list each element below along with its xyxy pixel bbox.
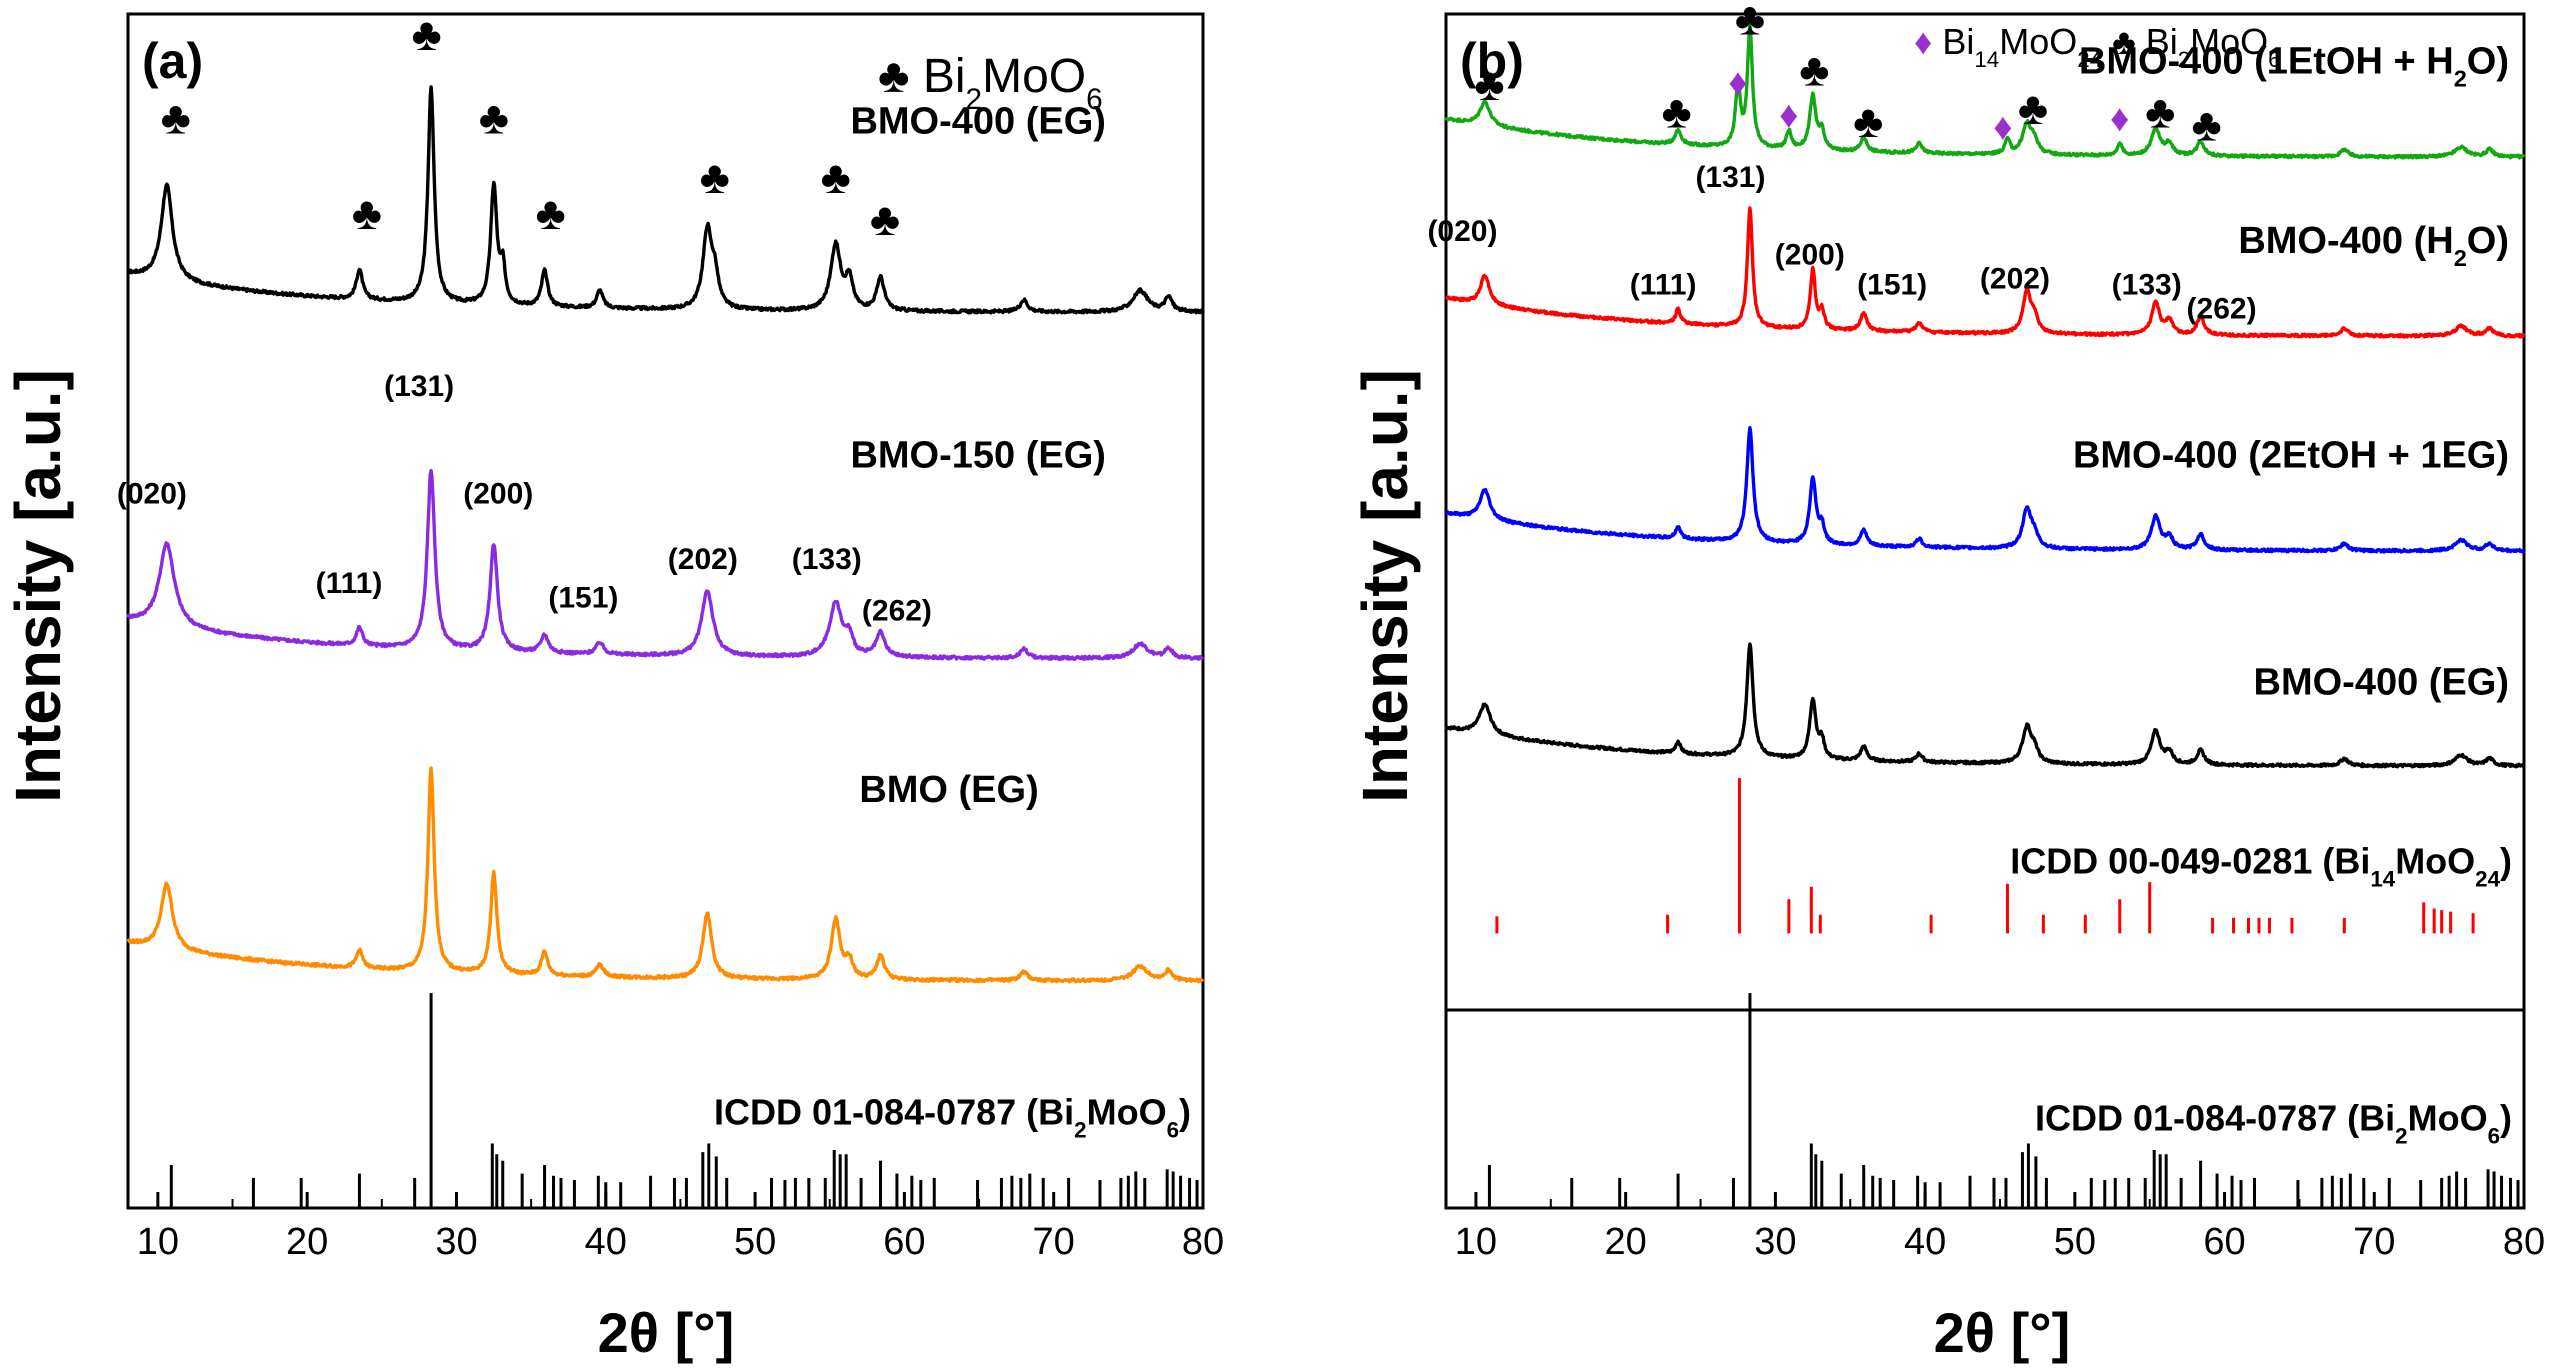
bi2moo6-marker: ♣ [535,187,565,239]
series-label-b-1: BMO-400 (H2O) [2238,220,2509,271]
reference-pattern-a-0 [169,993,1199,1208]
hkl-label: (151) [548,581,618,614]
plot-frame-b [1444,12,2526,1210]
hkl-label: (262) [862,595,932,628]
series-label-a-0: BMO-400 (EG) [850,100,1105,142]
x-tick-label-70: 70 [2353,1221,2395,1263]
x-tick-label-40: 40 [585,1221,627,1263]
x-tick-label-40: 40 [1904,1221,1946,1263]
bi14moo24-marker: ♦ [1728,62,1747,104]
hkl-label: (111) [316,567,383,600]
x-tick-label-50: 50 [734,1221,776,1263]
reference-label-a-0: ICDD 01-084-0787 (Bi2MoO6) [714,1091,1191,1142]
x-tick-label-80: 80 [2503,1221,2545,1263]
hkl-label: (131) [384,370,454,403]
x-axis-title-a: 2θ [°] [598,1301,735,1364]
x-tick-label-60: 60 [883,1221,925,1263]
hkl-label: (020) [1427,215,1497,248]
legend-b: ♦ Bi14MoO24 ♣ Bi2MoO6 [1914,21,2281,72]
series-label-a-1: BMO-150 (EG) [850,435,1105,477]
bi2moo6-marker: ♣ [412,8,442,60]
bi2moo6-marker: ♣ [700,151,730,203]
reference-pattern-b-0 [1495,778,2475,934]
bi2moo6-marker: ♣ [2018,82,2048,134]
hkl-label: (200) [463,478,533,511]
series-label-b-3: BMO-400 (EG) [2254,662,2509,704]
reference-pattern-b-1 [1487,993,2520,1208]
x-axis-title-b: 2θ [°] [1934,1301,2071,1364]
bi2moo6-marker: ♣ [1474,58,1504,110]
hkl-label: (200) [1775,239,1845,272]
bi2moo6-marker: ♣ [2145,85,2175,137]
bi2moo6-marker: ♣ [161,91,191,143]
x-tick-label-70: 70 [1033,1221,1075,1263]
x-tick-label-10: 10 [1455,1221,1497,1263]
bi2moo6-marker: ♣ [2191,99,2221,151]
xrd-trace-bmo-400-2etoh-1eg- [1444,426,2526,554]
hkl-label: (131) [1695,161,1765,194]
panel-a: 10 20 30 40 50 60 70 80 (a) ♣ Bi2MoO6 ICDD 01-084-… [117,8,1224,1263]
x-tick-label-30: 30 [435,1221,477,1263]
xrd-trace-bmo-400-1etoh-h2o- [1444,22,2526,160]
bi2moo6-marker: ♣ [1853,95,1883,147]
bi2moo6-marker: ♣ [870,193,900,245]
series-label-a-2: BMO (EG) [859,769,1038,811]
x-tick-label-20: 20 [1605,1221,1647,1263]
bi14moo24-marker: ♦ [2110,98,2129,140]
hkl-label: (020) [117,478,187,511]
bi2moo6-marker: ♣ [1799,44,1829,96]
panel-label-a: (a) [142,33,203,89]
y-axis-title-b: Intensity [a.u.] [1349,369,1421,803]
hkl-label: (111) [1630,269,1697,302]
x-tick-label-50: 50 [2054,1221,2096,1263]
series-label-b-2: BMO-400 (2EtOH + 1EG) [2073,435,2509,477]
xrd-trace-bmo-400-h2o- [1444,206,2526,339]
x-tick-label-80: 80 [1182,1221,1224,1263]
panel-label-b: (b) [1460,33,1524,89]
bi2moo6-marker: ♣ [1661,85,1691,137]
bi2moo6-marker: ♣ [1735,0,1765,44]
xrd-trace-bmo-eg- [126,766,1205,984]
x-tick-label-60: 60 [2203,1221,2245,1263]
y-axis-title-a: Intensity [a.u.] [2,369,74,803]
hkl-label: (133) [792,543,862,576]
hkl-label: (262) [2187,292,2257,325]
xrd-trace-bmo-400-eg- [126,85,1205,315]
hkl-label: (202) [1980,263,2050,296]
bi2moo6-marker: ♣ [479,91,509,143]
reference-label-b-0: ICDD 00-049-0281 (Bi14MoO24) [2010,841,2512,892]
x-tick-label-20: 20 [286,1221,328,1263]
bi2moo6-marker: ♣ [821,151,851,203]
reference-label-b-1: ICDD 01-084-0787 (Bi2MoO6) [2035,1097,2512,1148]
bi2moo6-marker: ♣ [352,187,382,239]
plot-frame-a [126,12,1205,1210]
x-tick-label-10: 10 [137,1221,179,1263]
x-tick-label-30: 30 [1754,1221,1796,1263]
hkl-label: (202) [668,543,738,576]
panel-b: 10 20 30 40 50 60 70 80 (b) ♦ Bi14MoO24 ♣ Bi2MoO6… [1427,0,2545,1263]
hkl-label: (133) [2112,269,2182,302]
hkl-label: (151) [1857,269,1927,302]
legend-a: ♣ Bi2MoO6 [878,50,1103,116]
xrd-trace-bmo-400-eg- [1444,642,2526,769]
series-label-b-0: BMO-400 (1EtOH + H2O) [2079,41,2509,92]
bi14moo24-marker: ♦ [1779,94,1798,136]
bi14moo24-marker: ♦ [1993,106,2012,148]
xrd-trace-bmo-150-eg- [126,468,1205,661]
